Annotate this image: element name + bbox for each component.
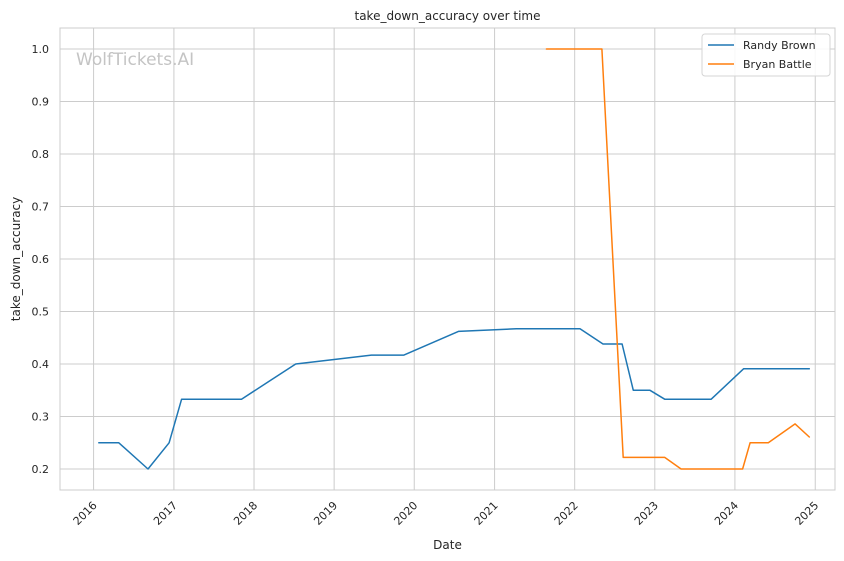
legend: Randy Brown Bryan Battle — [701, 33, 831, 77]
plot-frame — [59, 27, 836, 491]
grid-lines — [60, 28, 835, 490]
series-layer — [98, 48, 811, 470]
y-tick-label: 0.5 — [32, 306, 50, 319]
y-tick-label: 0.4 — [32, 358, 50, 371]
y-tick-label: 1.0 — [32, 43, 50, 56]
y-tick-label: 0.2 — [32, 463, 50, 476]
y-axis-label: take_down_accuracy — [9, 197, 23, 321]
chart-title: take_down_accuracy over time — [355, 9, 541, 23]
series-line-1 — [98, 328, 811, 470]
y-tick-labels: 0.2 0.3 0.4 0.5 0.6 0.7 0.8 0.9 1.0 — [32, 43, 50, 476]
y-tick-label: 0.8 — [32, 148, 50, 161]
watermark-text: WolfTickets.AI — [76, 50, 194, 70]
series-line-2 — [545, 48, 811, 470]
x-axis-label: Date — [433, 538, 462, 552]
legend-label: Bryan Battle — [743, 58, 812, 71]
legend-label: Randy Brown — [743, 39, 816, 52]
y-tick-label: 0.3 — [32, 411, 50, 424]
y-tick-label: 0.7 — [32, 201, 50, 214]
y-tick-label: 0.9 — [32, 96, 50, 109]
x-tick-labels: 2016 2017 2018 2019 2020 2021 2022 2023 2024 2025 — [71, 499, 822, 528]
y-tick-label: 0.6 — [32, 253, 50, 266]
